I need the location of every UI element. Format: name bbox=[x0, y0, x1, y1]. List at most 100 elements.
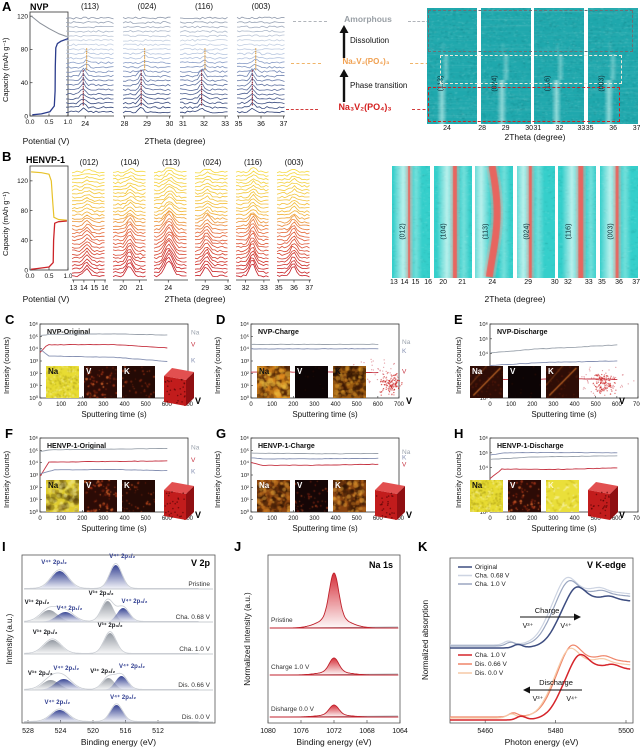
circle-shape bbox=[595, 382, 598, 385]
annotation-phase-transition: Phase transition bbox=[350, 81, 408, 90]
path-shape bbox=[65, 102, 114, 109]
path-shape bbox=[194, 168, 228, 174]
circle-shape bbox=[386, 384, 388, 386]
circle-shape bbox=[171, 516, 174, 518]
path-shape bbox=[71, 214, 105, 220]
path-shape bbox=[14, 680, 88, 690]
sims-map-V bbox=[295, 366, 328, 398]
circle-shape bbox=[604, 509, 607, 512]
curve-end-label: Na bbox=[402, 449, 411, 456]
log-ytick: 10⁰ bbox=[29, 509, 38, 516]
log-ytick: 10¹ bbox=[30, 498, 38, 504]
circle-shape bbox=[609, 377, 612, 379]
path-shape bbox=[122, 60, 171, 65]
path-shape bbox=[72, 243, 105, 252]
circle-shape bbox=[590, 507, 593, 510]
sims-map-label-K: K bbox=[124, 481, 130, 490]
circle-shape bbox=[596, 390, 598, 392]
path-shape bbox=[122, 88, 171, 96]
sims-map-label-V: V bbox=[510, 367, 516, 376]
path-shape bbox=[235, 225, 269, 238]
circle-shape bbox=[383, 376, 385, 378]
path-shape bbox=[235, 240, 269, 253]
xtick: 37 bbox=[280, 121, 287, 128]
ytick: 120 bbox=[17, 178, 28, 185]
log-ytick: 10⁶ bbox=[479, 435, 488, 442]
panel-h-label: H bbox=[454, 426, 464, 441]
sims-map-label-K: K bbox=[335, 367, 341, 376]
circle-shape bbox=[182, 386, 185, 388]
circle-shape bbox=[368, 382, 371, 384]
be-xtick: 1076 bbox=[293, 728, 309, 735]
circle-shape bbox=[385, 386, 388, 388]
sims-map-label-K: K bbox=[124, 367, 130, 376]
circle-shape bbox=[182, 492, 185, 494]
path-shape bbox=[450, 586, 631, 649]
path-shape bbox=[489, 467, 618, 480]
path-shape bbox=[179, 103, 228, 109]
row-label: Pristine bbox=[271, 617, 293, 624]
polygon-shape bbox=[339, 69, 349, 77]
path-shape bbox=[194, 209, 228, 217]
path-shape bbox=[276, 252, 310, 264]
panel-a-label: A bbox=[2, 0, 12, 14]
heatmap-cell-(104) bbox=[433, 166, 472, 278]
log-ytick: 10³ bbox=[30, 359, 38, 365]
log-ytick: 10⁶ bbox=[479, 321, 488, 328]
circle-shape bbox=[603, 375, 605, 378]
hkl-title: (003) bbox=[252, 2, 271, 11]
log-ytick: 10² bbox=[30, 371, 38, 377]
circle-shape bbox=[372, 369, 374, 371]
path-shape bbox=[153, 172, 187, 180]
time-xtick: 300 bbox=[548, 402, 559, 408]
phase-region-box-0 bbox=[428, 10, 633, 52]
charge-annotation: Charge bbox=[535, 606, 560, 615]
sims-map-label-K: K bbox=[548, 481, 554, 490]
path-shape bbox=[153, 210, 187, 224]
panel-b-label: B bbox=[2, 149, 12, 164]
path-shape bbox=[65, 34, 114, 38]
path-shape bbox=[235, 237, 269, 248]
path-shape bbox=[112, 255, 146, 267]
path-shape bbox=[194, 246, 228, 256]
path-shape bbox=[112, 191, 146, 198]
circle-shape bbox=[613, 376, 615, 378]
legend-entry: Cha. 1.0 V bbox=[475, 581, 506, 588]
path-shape bbox=[235, 230, 269, 242]
sims-panel-D: D Intensity (counts) 10⁰ 10¹ 10² 10³ 10⁴ 10⁵ 10⁶… bbox=[211, 312, 426, 426]
path-shape bbox=[235, 180, 269, 188]
circle-shape bbox=[388, 389, 390, 391]
circle-shape bbox=[393, 362, 395, 365]
ytick: 40 bbox=[21, 80, 29, 87]
circle-shape bbox=[595, 493, 598, 496]
legend-entry: Cha. 0.68 V bbox=[475, 573, 510, 580]
row-label: Cha. 1.0 V bbox=[179, 646, 210, 653]
peak-label: V³⁺ 2p₁/₂ bbox=[33, 629, 58, 636]
sims-xlabel: Sputtering time (s) bbox=[81, 410, 147, 419]
path-shape bbox=[153, 167, 187, 174]
sims-map-Na bbox=[257, 366, 290, 398]
henvp-echem-plot: 0 40 80 120 0.0 0.5 1.0 bbox=[17, 165, 72, 280]
path-shape bbox=[276, 249, 310, 260]
panel-c-label: C bbox=[5, 312, 15, 327]
log-ytick: 10¹ bbox=[480, 510, 488, 516]
circle-shape bbox=[382, 381, 384, 383]
circle-shape bbox=[386, 504, 389, 507]
xtick: 20 bbox=[119, 285, 127, 292]
circle-shape bbox=[391, 495, 393, 497]
path-shape bbox=[112, 217, 146, 227]
circle-shape bbox=[380, 391, 382, 394]
circle-shape bbox=[391, 393, 393, 395]
log-ytick: 10⁶ bbox=[240, 435, 249, 442]
path-shape bbox=[31, 220, 67, 270]
xtick: 0.5 bbox=[44, 119, 53, 126]
path-shape bbox=[71, 678, 145, 690]
path-shape bbox=[122, 69, 171, 78]
circle-shape bbox=[398, 380, 400, 382]
path-shape bbox=[194, 192, 228, 199]
heatmap-cell-(012) bbox=[392, 166, 430, 278]
time-xtick: 300 bbox=[98, 402, 109, 408]
circle-shape bbox=[612, 377, 614, 380]
path-shape bbox=[179, 79, 228, 87]
circle-shape bbox=[168, 492, 171, 494]
